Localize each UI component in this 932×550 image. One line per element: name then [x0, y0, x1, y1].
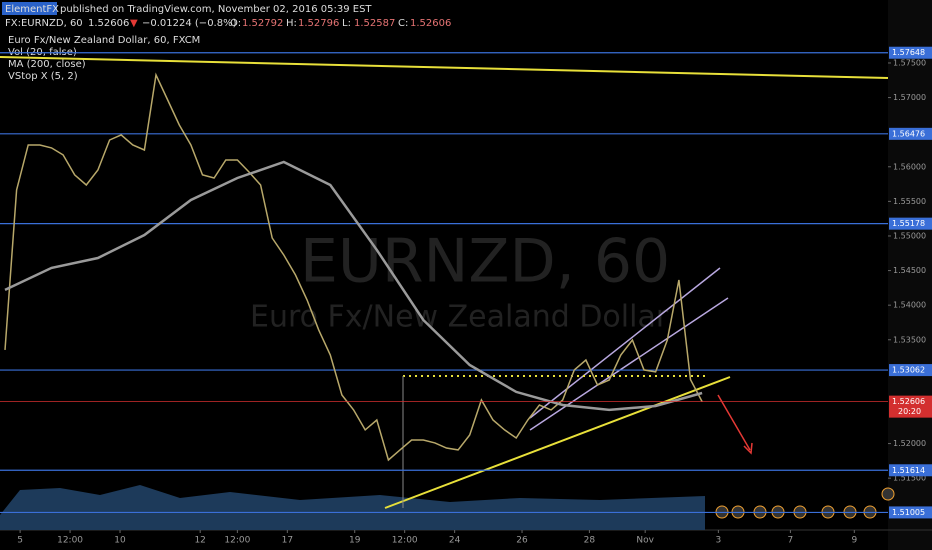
level-label-box	[889, 464, 932, 477]
volume-area	[0, 485, 705, 530]
x-tick-label: 7	[788, 536, 794, 546]
x-tick-label: 12:00	[57, 536, 83, 546]
level-label: 1.56476	[892, 129, 925, 138]
x-tick-label: Nov	[636, 536, 654, 546]
y-tick-label: 1.55500	[893, 197, 926, 206]
ohlc-item: 1.52792	[242, 18, 283, 29]
indicator: VStop X (5, 2)	[8, 71, 78, 82]
ohlc-item: 1.52587	[354, 18, 395, 29]
published: published on TradingView.com, November 0…	[60, 4, 372, 15]
x-tick-label: 12	[194, 536, 205, 546]
y-tick-label: 1.54500	[893, 266, 926, 275]
ohlc-item: 1.52796	[298, 18, 339, 29]
change: −0.01224 (−0.8%)	[142, 18, 237, 29]
x-tick-label: 19	[349, 536, 361, 546]
arrow	[717, 394, 751, 451]
y-tick-label: 1.54000	[893, 301, 926, 310]
level-label-box	[889, 46, 932, 59]
symbol: FX:EURNZD, 60	[5, 18, 83, 29]
price: 1.52606	[88, 18, 129, 29]
y-tick-label: 1.57000	[893, 93, 926, 102]
event-icon	[881, 487, 895, 501]
ohlc-item: L:	[342, 18, 351, 29]
watermark: Euro Fx/New Zealand Dollar	[250, 300, 669, 335]
moving-average	[4, 160, 703, 412]
y-tick-label: 1.55000	[893, 231, 926, 240]
x-tick-label: 24	[449, 536, 461, 546]
ohlc: O: 1.52792 H: 1.52796 L: 1.52587 C: 1.52606	[230, 18, 451, 29]
x-tick-label: 10	[114, 536, 126, 546]
ohlc-item: 1.52606	[410, 18, 451, 29]
x-tick-label: 12:00	[392, 536, 418, 546]
level-label: 1.57648	[892, 48, 925, 57]
channel-line	[529, 267, 721, 419]
level-label: 1.55178	[892, 219, 925, 228]
y-tick-label: 1.52000	[893, 439, 926, 448]
chart-title: Euro Fx/New Zealand Dollar, 60, FXCM	[8, 35, 200, 46]
watermark: EURNZD, 60	[300, 227, 670, 297]
last-price-box	[889, 395, 932, 418]
last-price-label: 1.52606	[892, 397, 925, 406]
y-tick-label: 1.53500	[893, 335, 926, 344]
y-tick-label: 1.57500	[893, 58, 926, 67]
x-tick-label: 28	[584, 536, 596, 546]
level-label-box	[889, 506, 932, 519]
arrow-head	[743, 442, 753, 455]
trend-line	[0, 56, 889, 79]
trend-line	[384, 376, 731, 509]
level-label-box	[889, 364, 932, 377]
x-tick-label: 26	[516, 536, 528, 546]
price-line	[4, 72, 703, 462]
ohlc-item: O:	[230, 18, 241, 29]
drawings	[0, 56, 889, 509]
level-label: 1.51614	[892, 466, 925, 475]
level-label-box	[889, 127, 932, 140]
author-badge	[2, 2, 57, 15]
x-tick-label: 12:00	[224, 536, 250, 546]
level-label-box	[889, 217, 932, 230]
author: ElementFX	[5, 4, 59, 15]
level-label: 1.51005	[892, 508, 925, 517]
y-tick-label: 1.56000	[893, 162, 926, 171]
x-tick-label: 3	[716, 536, 722, 546]
x-tick-label: 9	[851, 536, 857, 546]
last-time-label: 20:20	[898, 407, 921, 416]
x-tick-label: 17	[282, 536, 293, 546]
ohlc-item: C:	[398, 18, 408, 29]
indicator: MA (200, close)	[8, 59, 86, 70]
x-tick-label: 5	[17, 536, 23, 546]
arrow: ▼	[130, 18, 138, 29]
level-label: 1.53062	[892, 366, 925, 375]
y-tick-label: 1.51500	[893, 474, 926, 483]
price-axis	[888, 0, 932, 550]
channel-line	[529, 297, 729, 431]
ohlc-item: H:	[286, 18, 297, 29]
